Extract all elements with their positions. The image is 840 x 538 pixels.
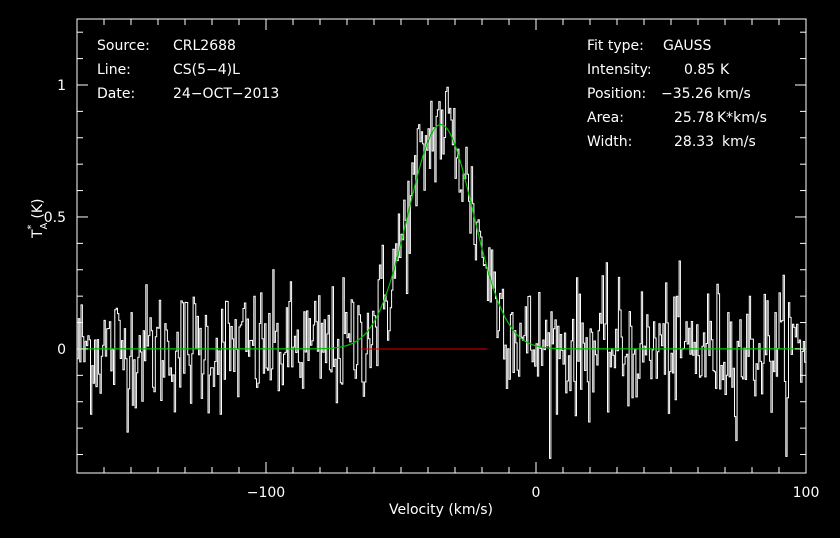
y-axis-label-sup: * [26, 225, 37, 230]
intensity-label: Intensity: [587, 62, 652, 78]
x-tick-label: 0 [532, 485, 541, 501]
y-axis-label: TA* (K) [26, 198, 50, 239]
source-label: Source: [97, 38, 150, 54]
y-tick-label: 1 [57, 78, 66, 94]
header-info-left: Source: CRL2688 Line: CS(5−4)L Date: 24−… [97, 38, 279, 102]
area-value: 25.78 [674, 110, 714, 126]
y-axis-label-sub: A [39, 222, 50, 229]
intensity-unit: K [720, 62, 730, 78]
date-label: Date: [97, 86, 135, 102]
position-label: Position: [587, 86, 646, 102]
fit-info: Fit type: GAUSS Intensity: 0.85 K Positi… [587, 38, 767, 150]
y-tick-label: 0 [57, 342, 66, 358]
position-value: −35.26 [661, 86, 713, 102]
position-unit: km/s [717, 86, 751, 102]
y-axis-label-main: T [30, 229, 46, 239]
date-value: 24−OCT−2013 [173, 86, 279, 102]
source-value: CRL2688 [173, 38, 236, 54]
line-label: Line: [97, 62, 131, 78]
area-unit: K*km/s [717, 110, 767, 126]
intensity-value: 0.85 [684, 62, 715, 78]
ticks-layer: −100 0 100 0 0.5 1 [44, 19, 820, 501]
fit-type-label: Fit type: [587, 38, 644, 54]
y-axis-label-unit: (K) [30, 198, 46, 218]
width-unit: km/s [722, 134, 756, 150]
fit-layer [77, 124, 806, 350]
width-value: 28.33 [674, 134, 714, 150]
width-label: Width: [587, 134, 632, 150]
x-tick-label: −100 [247, 485, 285, 501]
fit-type-value: GAUSS [663, 38, 712, 54]
plot-frame [76, 18, 807, 474]
x-tick-label: 100 [793, 485, 820, 501]
y-tick-label: 0.5 [44, 210, 66, 226]
gaussian-fit-line [77, 124, 806, 350]
spectrum-line [77, 86, 807, 459]
area-label: Area: [587, 110, 624, 126]
x-axis-label: Velocity (km/s) [389, 502, 493, 518]
spectrum-layer [77, 86, 807, 459]
svg-text:TA*(K): TA* (K) [26, 198, 50, 239]
line-value: CS(5−4)L [173, 62, 240, 78]
